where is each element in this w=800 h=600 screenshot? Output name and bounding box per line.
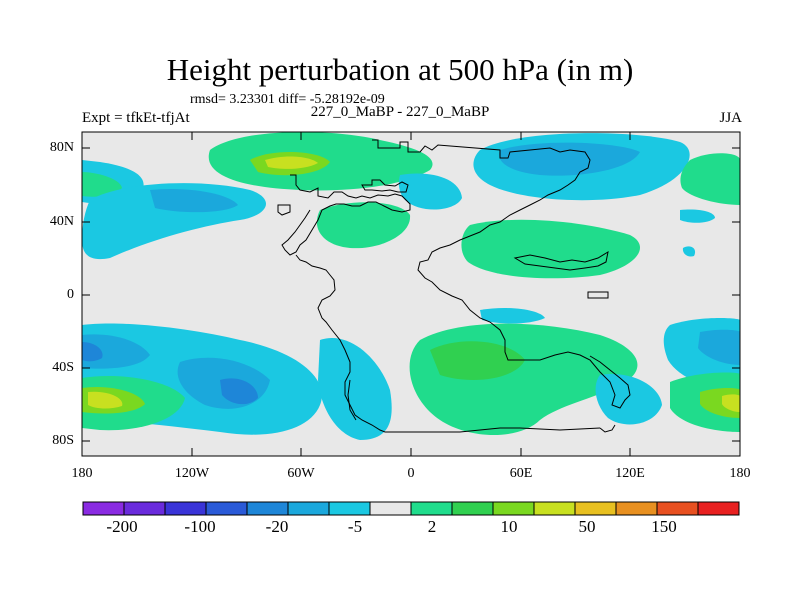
colorbar-label: 150 bbox=[651, 517, 677, 536]
coastline-antarctica-east bbox=[599, 424, 616, 433]
colorbar-label: 50 bbox=[578, 517, 596, 536]
coastline-eurasia-africa bbox=[372, 139, 631, 409]
colorbar-box bbox=[82, 501, 125, 516]
lat-tick-label: 40N bbox=[49, 214, 74, 229]
colorbar bbox=[82, 501, 740, 516]
positive-anomaly-se-peak bbox=[722, 394, 740, 412]
experiment-label: Expt = tfkEt-tfjAt bbox=[82, 110, 190, 126]
negative-anomaly-dot bbox=[682, 246, 696, 257]
negative-anomaly-sp-peak-2 bbox=[220, 378, 258, 405]
positive-anomaly-nw bbox=[82, 172, 122, 197]
colorbar-box bbox=[123, 501, 166, 516]
rmsd-diff-stats: rmsd= 3.23301 diff= -5.28192e-09 bbox=[190, 92, 385, 107]
positive-anomaly-sw-peak bbox=[88, 391, 123, 409]
lat-tick-label: 80N bbox=[49, 140, 74, 155]
colorbar-label: 2 bbox=[427, 517, 437, 536]
plot-title: Height perturbation at 500 hPa (in m) bbox=[166, 52, 634, 87]
coastline-south-america-antarctica bbox=[295, 254, 601, 433]
colorbar-box bbox=[656, 501, 699, 516]
colorbar-label: -5 bbox=[347, 517, 363, 536]
colorbar-box bbox=[246, 501, 289, 516]
colorbar-box bbox=[533, 501, 576, 516]
coastline-patagonia bbox=[347, 379, 357, 421]
coastline-greenland bbox=[361, 179, 409, 193]
lon-tick-label: 0 bbox=[407, 466, 415, 481]
negative-anomaly-north-core bbox=[499, 142, 640, 176]
coastline-maritime bbox=[587, 291, 609, 299]
colorbar-label: -100 bbox=[184, 517, 216, 536]
colorbar-box bbox=[410, 501, 453, 516]
colorbar-box bbox=[451, 501, 494, 516]
lon-tick-label: 180 bbox=[729, 466, 751, 481]
colorbar-box bbox=[369, 501, 412, 516]
negative-anomaly-europe bbox=[398, 173, 462, 210]
colorbar-box bbox=[287, 501, 330, 516]
lon-tick-label: 60E bbox=[509, 466, 533, 481]
positive-anomaly-ne bbox=[680, 153, 740, 205]
positive-anomaly-south-atlantic-core bbox=[430, 341, 525, 380]
case-label: 227_0_MaBP - 227_0_MaBP bbox=[310, 104, 490, 120]
colorbar-label: -20 bbox=[265, 517, 289, 536]
negative-anomaly-sp-core bbox=[82, 334, 150, 369]
positive-anomaly-peak bbox=[265, 156, 318, 169]
colorbar-box bbox=[492, 501, 535, 516]
contour-field bbox=[82, 132, 740, 456]
colorbar-label: 10 bbox=[500, 517, 518, 536]
negative-anomaly-equatorial bbox=[480, 307, 545, 324]
colorbar-box bbox=[205, 501, 248, 516]
coastline-himalaya bbox=[513, 250, 609, 271]
colorbar-label: -200 bbox=[106, 517, 138, 536]
lat-tick-label: 0 bbox=[67, 287, 74, 302]
colorbar-box bbox=[697, 501, 740, 516]
negative-anomaly-se-core bbox=[698, 329, 740, 365]
coastline-outlines bbox=[277, 139, 631, 433]
coastline-island bbox=[277, 204, 291, 216]
positive-anomaly-asia bbox=[461, 219, 640, 279]
negative-anomaly-north-pacific-core bbox=[150, 188, 238, 213]
negative-anomaly-small bbox=[680, 209, 715, 223]
lat-tick-label: 80S bbox=[52, 433, 74, 448]
colorbar-box bbox=[328, 501, 371, 516]
lat-tick-label: 40S bbox=[52, 360, 74, 375]
positive-anomaly-atlantic bbox=[316, 202, 411, 249]
lon-tick-label: 180 bbox=[71, 466, 93, 481]
lon-tick-label: 120W bbox=[174, 466, 210, 481]
season-label: JJA bbox=[719, 110, 742, 126]
coastline-north-america bbox=[281, 174, 411, 256]
negative-anomaly-south-america bbox=[318, 338, 392, 440]
colorbar-box bbox=[164, 501, 207, 516]
lon-tick-label: 60W bbox=[287, 466, 315, 481]
lon-tick-label: 120E bbox=[615, 466, 645, 481]
colorbar-box bbox=[615, 501, 658, 516]
colorbar-box bbox=[574, 501, 617, 516]
negative-anomaly-sp-peak bbox=[82, 342, 103, 362]
axis-ticks bbox=[82, 132, 740, 456]
